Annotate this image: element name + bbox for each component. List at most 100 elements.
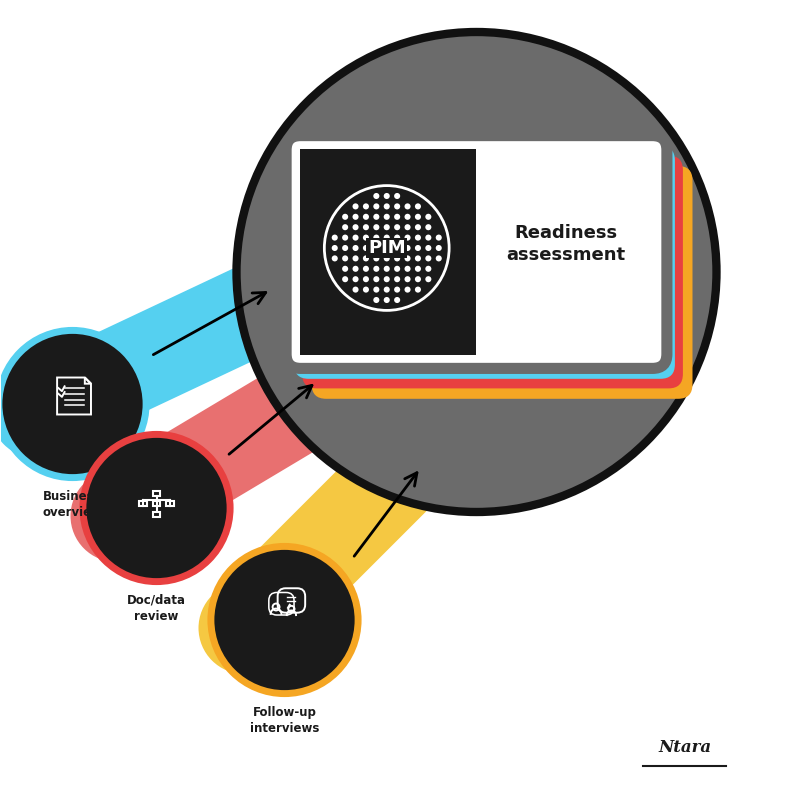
Circle shape [373, 255, 380, 262]
Circle shape [363, 214, 369, 220]
Circle shape [405, 276, 411, 282]
Circle shape [405, 224, 411, 230]
Circle shape [342, 255, 348, 262]
Circle shape [352, 224, 359, 230]
Circle shape [425, 266, 432, 272]
Text: Business
overview: Business overview [42, 490, 103, 518]
Circle shape [436, 234, 442, 241]
Circle shape [436, 255, 442, 262]
FancyBboxPatch shape [312, 166, 693, 398]
FancyBboxPatch shape [302, 156, 683, 389]
Circle shape [342, 224, 348, 230]
Circle shape [342, 276, 348, 282]
Circle shape [415, 266, 421, 272]
Circle shape [425, 224, 432, 230]
Circle shape [332, 234, 338, 241]
Circle shape [394, 266, 400, 272]
Circle shape [384, 203, 390, 210]
Circle shape [405, 214, 411, 220]
Polygon shape [212, 387, 485, 661]
Text: Ntara: Ntara [658, 739, 711, 757]
Circle shape [405, 245, 411, 251]
Circle shape [83, 434, 230, 582]
Circle shape [415, 255, 421, 262]
Circle shape [373, 234, 380, 241]
Circle shape [384, 297, 390, 303]
Text: Doc/data
review: Doc/data review [127, 594, 186, 622]
Circle shape [363, 224, 369, 230]
Circle shape [342, 214, 348, 220]
Circle shape [394, 286, 400, 293]
Circle shape [394, 203, 400, 210]
Bar [477, 149, 654, 354]
Circle shape [384, 234, 390, 241]
Circle shape [0, 330, 146, 478]
Polygon shape [93, 281, 468, 555]
Circle shape [394, 255, 400, 262]
Circle shape [394, 297, 400, 303]
Circle shape [352, 214, 359, 220]
Circle shape [406, 374, 498, 466]
Text: Readiness
assessment: Readiness assessment [507, 223, 626, 265]
Circle shape [415, 214, 421, 220]
Circle shape [405, 234, 411, 241]
Circle shape [394, 245, 400, 251]
Circle shape [394, 224, 400, 230]
Text: PIM: PIM [368, 239, 405, 257]
Circle shape [363, 234, 369, 241]
Circle shape [342, 245, 348, 251]
Circle shape [399, 274, 490, 366]
Circle shape [406, 170, 498, 262]
Circle shape [373, 203, 380, 210]
Circle shape [352, 203, 359, 210]
Circle shape [405, 266, 411, 272]
Circle shape [352, 234, 359, 241]
Circle shape [352, 245, 359, 251]
Circle shape [384, 245, 390, 251]
Circle shape [0, 366, 83, 458]
Circle shape [373, 286, 380, 293]
Circle shape [394, 234, 400, 241]
Circle shape [199, 582, 291, 674]
Circle shape [373, 276, 380, 282]
Circle shape [405, 255, 411, 262]
Circle shape [415, 245, 421, 251]
Circle shape [425, 255, 432, 262]
Circle shape [373, 266, 380, 272]
Circle shape [363, 286, 369, 293]
Circle shape [373, 245, 380, 251]
Circle shape [384, 266, 390, 272]
Circle shape [425, 276, 432, 282]
Circle shape [363, 255, 369, 262]
Circle shape [436, 245, 442, 251]
Circle shape [352, 266, 359, 272]
Circle shape [394, 193, 400, 199]
Circle shape [405, 286, 411, 293]
Circle shape [415, 203, 421, 210]
Circle shape [363, 276, 369, 282]
Circle shape [373, 297, 380, 303]
Circle shape [384, 286, 390, 293]
Circle shape [425, 214, 432, 220]
Circle shape [425, 234, 432, 241]
Circle shape [384, 276, 390, 282]
Circle shape [363, 245, 369, 251]
Circle shape [415, 276, 421, 282]
Circle shape [394, 276, 400, 282]
Circle shape [384, 255, 390, 262]
Circle shape [342, 266, 348, 272]
Text: Follow-up
interviews: Follow-up interviews [250, 706, 319, 734]
Polygon shape [17, 174, 472, 454]
Circle shape [332, 245, 338, 251]
Circle shape [384, 193, 390, 199]
Circle shape [415, 286, 421, 293]
Circle shape [415, 224, 421, 230]
Circle shape [384, 224, 390, 230]
Circle shape [425, 245, 432, 251]
Circle shape [211, 546, 358, 694]
Circle shape [352, 276, 359, 282]
Circle shape [70, 470, 163, 562]
Circle shape [415, 234, 421, 241]
Circle shape [384, 214, 390, 220]
Circle shape [324, 186, 449, 310]
